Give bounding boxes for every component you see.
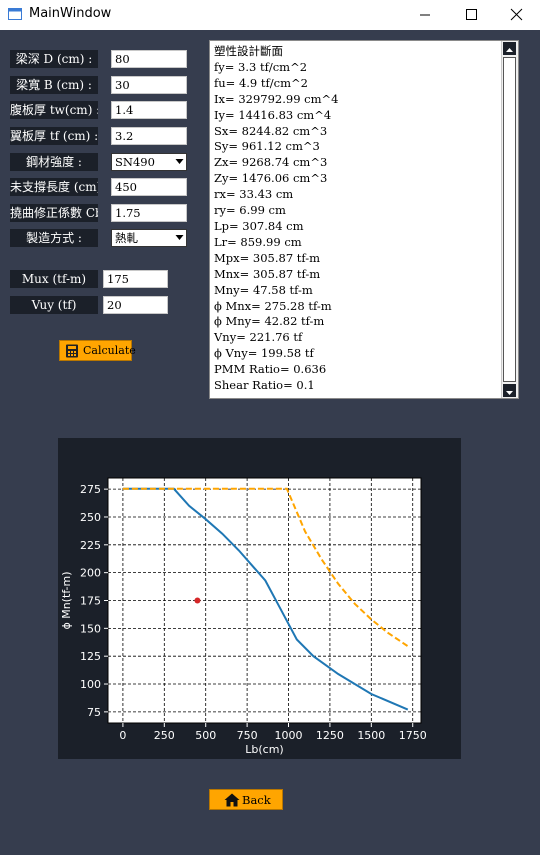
- x-tick-label: 750: [237, 729, 258, 742]
- result-line: Sx= 8244.82 cm^3: [214, 123, 328, 138]
- result-line: Vny= 221.76 tf: [214, 330, 303, 345]
- steel-grade-label: 鋼材強度 :: [10, 153, 98, 171]
- results-scrollbar[interactable]: [501, 41, 518, 398]
- web-thickness-label: 腹板厚 tw(cm) :: [10, 101, 98, 119]
- result-line: Lp= 307.84 cm: [214, 218, 304, 233]
- unbraced-length-label: 未支撐長度 (cm) :: [10, 178, 98, 196]
- web-thickness-input[interactable]: 1.4: [111, 101, 187, 119]
- vuy-label: Vuy (tf): [10, 296, 98, 314]
- result-line: Ix= 329792.99 cm^4: [214, 91, 339, 106]
- cb-factor-input[interactable]: 1.75: [111, 204, 187, 222]
- result-line: 塑性設計斷面: [214, 44, 283, 58]
- maximize-icon: [466, 9, 477, 20]
- vuy-input[interactable]: 20: [103, 296, 168, 314]
- result-line: rx= 33.43 cm: [214, 187, 294, 202]
- moment-capacity-chart: 0 250 500 750 1000 1250 1500 1750 75 100 125 150 175…: [60, 477, 427, 756]
- x-tick-label: 1250: [316, 729, 344, 742]
- result-line: PMM Ratio= 0.636: [214, 362, 327, 377]
- chevron-down-icon: [175, 235, 184, 240]
- y-tick-label: 125: [80, 650, 101, 663]
- x-tick-label: 250: [154, 729, 175, 742]
- unbraced-length-input[interactable]: 450: [111, 178, 187, 196]
- back-button[interactable]: Back: [209, 789, 283, 810]
- y-tick-label: 150: [80, 622, 101, 635]
- x-tick-label: 1750: [399, 729, 427, 742]
- fabrication-method-label: 製造方式 :: [10, 229, 98, 247]
- y-tick-label: 275: [80, 483, 101, 496]
- calculate-label: Calculate: [83, 344, 136, 357]
- y-tick-label: 250: [80, 511, 101, 524]
- x-tick-label: 1500: [357, 729, 385, 742]
- result-line: fy= 3.3 tf/cm^2: [214, 59, 308, 74]
- result-line: fu= 4.9 tf/cm^2: [214, 75, 308, 90]
- steel-grade-value: SN490: [115, 155, 155, 169]
- result-line: ϕ Mny= 42.82 tf-m: [214, 314, 325, 329]
- result-line: Mpx= 305.87 tf-m: [214, 250, 321, 265]
- back-label: Back: [242, 793, 271, 807]
- result-line: ry= 6.99 cm: [214, 203, 286, 218]
- x-axis-label: Lb(cm): [245, 743, 283, 756]
- beam-width-label: 梁寬 B (cm) :: [10, 76, 98, 94]
- result-line: Lr= 859.99 cm: [214, 234, 302, 249]
- x-tick-label: 0: [119, 729, 126, 742]
- series-line: [122, 487, 409, 648]
- result-line: Zx= 9268.74 cm^3: [214, 155, 328, 170]
- y-tick-label: 75: [87, 706, 101, 719]
- result-line: ϕ Vny= 199.58 tf: [214, 346, 314, 361]
- window-title: MainWindow: [29, 6, 112, 21]
- title-bar: MainWindow: [0, 0, 540, 30]
- steel-grade-select[interactable]: SN490: [111, 153, 187, 171]
- results-textbox[interactable]: 塑性設計斷面 fy= 3.3 tf/cm^2 fu= 4.9 tf/cm^2 Ix= …: [209, 40, 519, 399]
- close-icon: [510, 8, 523, 21]
- x-tick-label: 500: [195, 729, 216, 742]
- design-point: [194, 597, 201, 604]
- fabrication-method-select[interactable]: 熱軋: [111, 229, 187, 247]
- arrow-down-icon: [506, 391, 513, 395]
- scroll-down-button[interactable]: [503, 384, 516, 397]
- results-content: 塑性設計斷面 fy= 3.3 tf/cm^2 fu= 4.9 tf/cm^2 Ix= …: [214, 44, 500, 394]
- result-line: Mnx= 305.87 tf-m: [214, 266, 321, 281]
- beam-depth-label: 梁深 D (cm) :: [10, 50, 98, 68]
- close-button[interactable]: [494, 0, 540, 30]
- result-line: Zy= 1476.06 cm^3: [214, 171, 328, 186]
- scroll-up-button[interactable]: [503, 42, 516, 55]
- chart-panel: 0 250 500 750 1000 1250 1500 1750 75 100 125 150 175…: [58, 438, 461, 759]
- result-line: Iy= 14416.83 cm^4: [214, 107, 332, 122]
- fabrication-method-value: 熱軋: [115, 231, 138, 245]
- home-icon: [224, 793, 240, 807]
- result-line: Mny= 47.58 tf-m: [214, 282, 313, 297]
- flange-thickness-input[interactable]: 3.2: [111, 127, 187, 145]
- result-line: ϕ Mnx= 275.28 tf-m: [214, 298, 332, 313]
- minimize-button[interactable]: [402, 0, 448, 30]
- result-line: Shear Ratio= 0.1: [214, 378, 315, 393]
- mux-label: Mux (tf-m): [10, 270, 98, 288]
- result-line: Sy= 961.12 cm^3: [214, 139, 320, 154]
- cb-factor-label: 撓曲修正係數 Cb :: [10, 204, 98, 222]
- y-tick-label: 175: [80, 595, 101, 608]
- arrow-up-icon: [506, 48, 513, 52]
- maximize-button[interactable]: [448, 0, 494, 30]
- y-tick-label: 200: [80, 567, 101, 580]
- flange-thickness-label: 翼板厚 tf (cm) :: [10, 127, 98, 145]
- y-tick-label: 225: [80, 539, 101, 552]
- calculator-icon: [66, 344, 78, 358]
- beam-width-input[interactable]: 30: [111, 76, 187, 94]
- calculate-button[interactable]: Calculate: [59, 340, 136, 361]
- y-axis-label: ϕ Mn(tf-m): [60, 571, 73, 629]
- beam-depth-input[interactable]: 80: [111, 50, 187, 68]
- minimize-icon: [420, 14, 430, 16]
- window-icon: [8, 8, 22, 20]
- chevron-down-icon: [175, 159, 184, 164]
- y-tick-label: 100: [80, 678, 101, 691]
- x-tick-label: 1000: [275, 729, 303, 742]
- scroll-thumb[interactable]: [503, 57, 516, 382]
- mux-input[interactable]: 175: [103, 270, 168, 288]
